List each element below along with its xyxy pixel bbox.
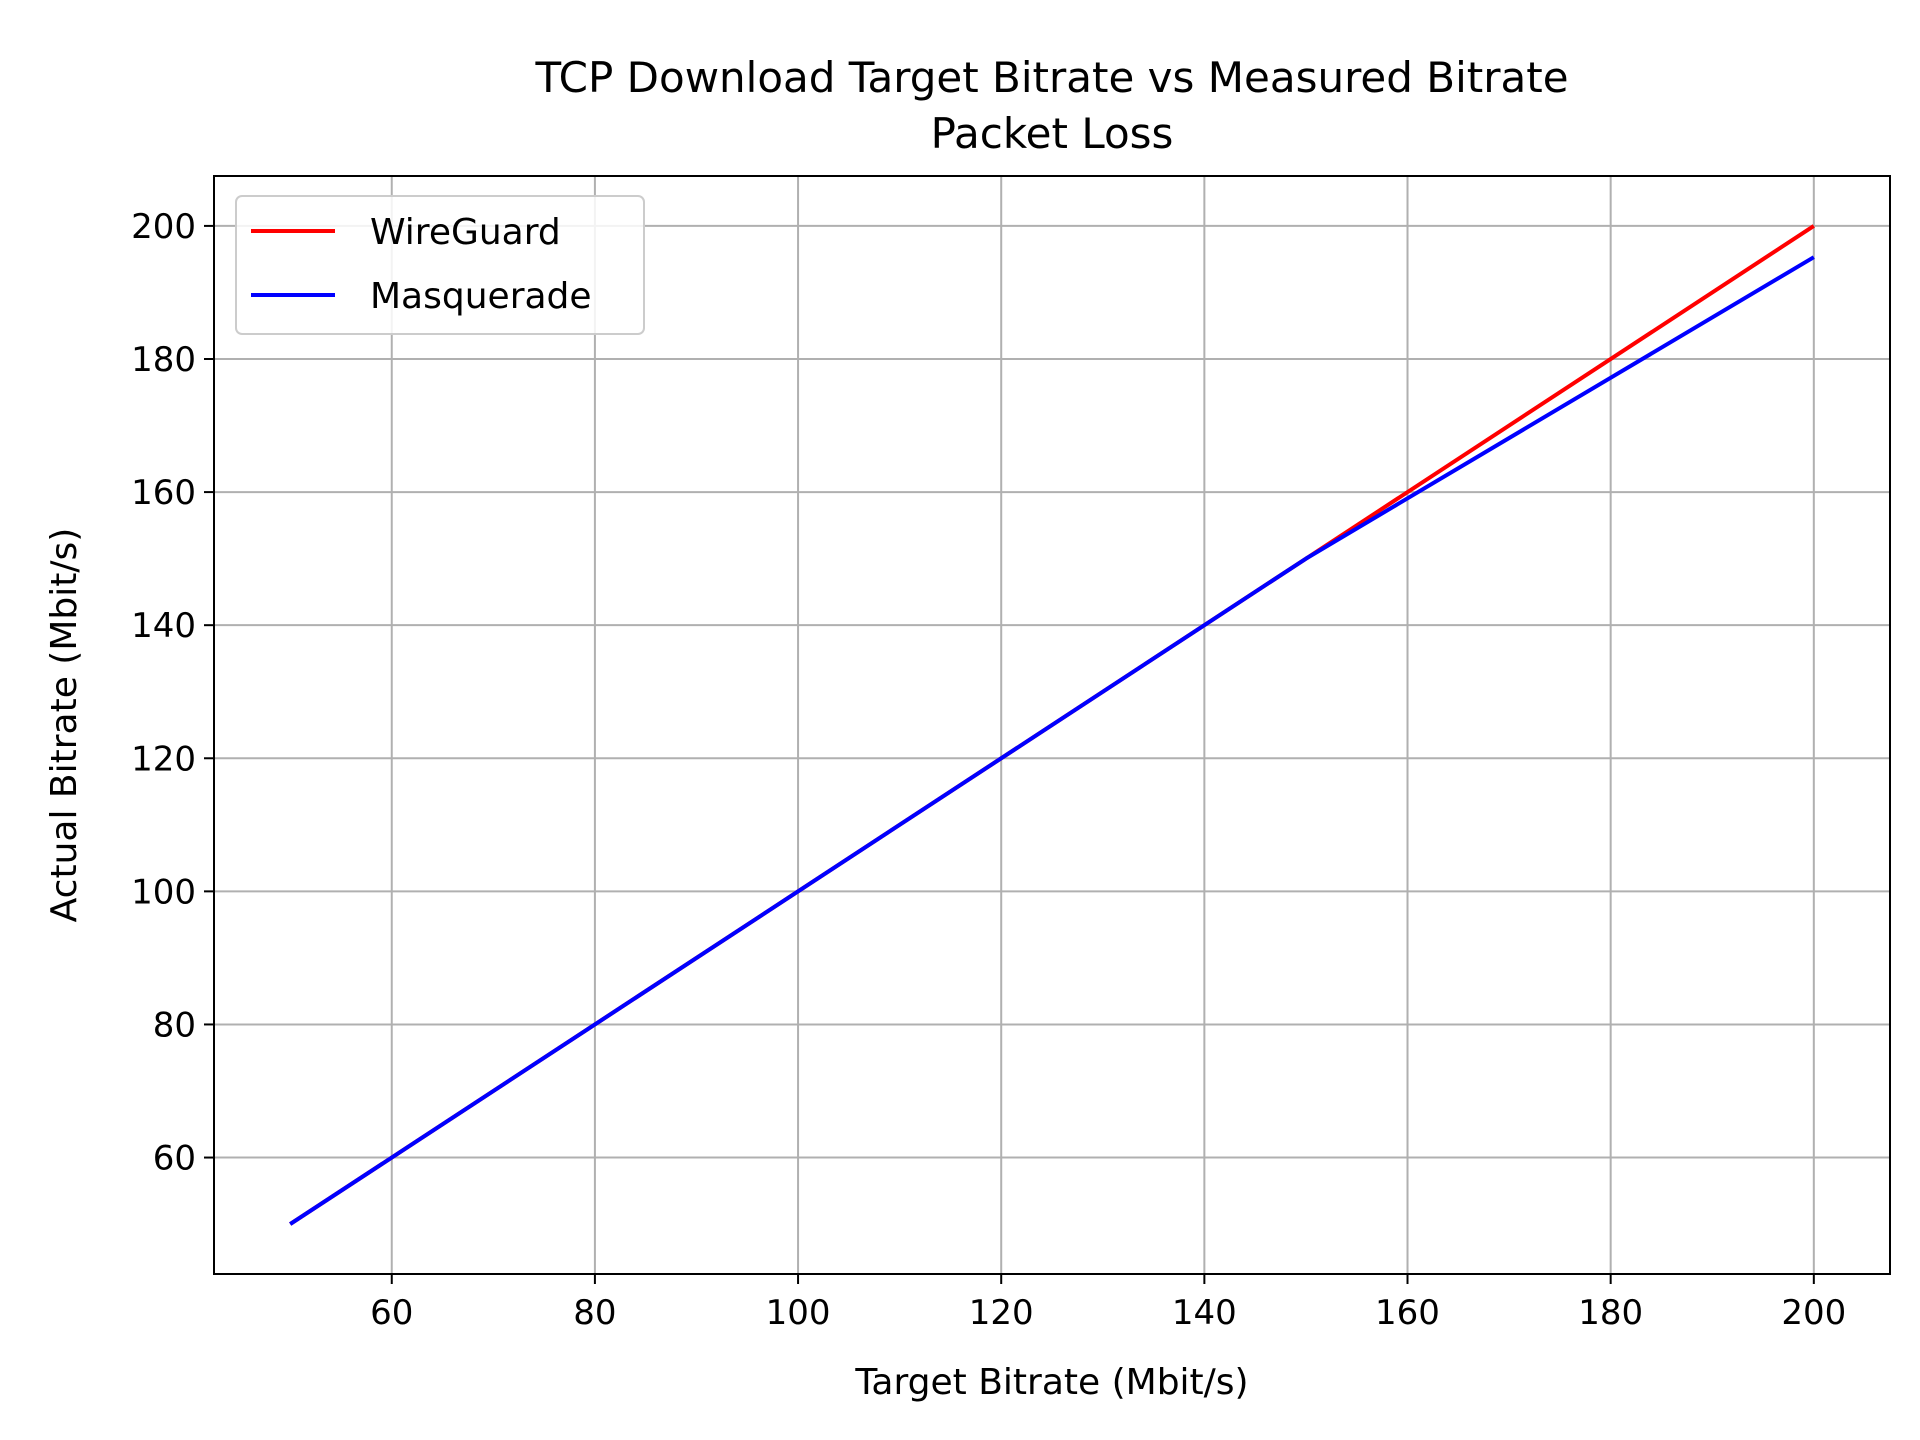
- chart-subtitle: Packet Loss: [931, 109, 1174, 158]
- y-tick-label: 200: [131, 207, 196, 247]
- y-tick-label: 60: [153, 1139, 196, 1179]
- chart-title: TCP Download Target Bitrate vs Measured …: [534, 53, 1568, 102]
- x-tick-label: 180: [1578, 1293, 1643, 1333]
- legend-label-masquerade: Masquerade: [370, 276, 592, 317]
- legend: WireGuard Masquerade: [235, 195, 645, 335]
- y-tick-label: 100: [131, 872, 196, 912]
- y-axis-label: Actual Bitrate (Mbit/s): [44, 528, 85, 923]
- legend-box: [235, 195, 645, 335]
- legend-label-wireguard: WireGuard: [370, 212, 561, 253]
- y-tick-label: 160: [131, 473, 196, 513]
- y-tick-label: 120: [131, 739, 196, 779]
- y-tick-label: 140: [131, 606, 196, 646]
- ticks: 60 80 100 120 140 160 180 200 60 80 100 120 140 160 18…: [131, 207, 1846, 1333]
- x-tick-label: 60: [370, 1293, 413, 1333]
- x-tick-label: 120: [969, 1293, 1034, 1333]
- x-tick-label: 140: [1172, 1293, 1237, 1333]
- x-tick-label: 200: [1781, 1293, 1846, 1333]
- plot-area-frame: [213, 175, 1891, 1275]
- x-tick-label: 160: [1375, 1293, 1440, 1333]
- grid: [214, 176, 1890, 1274]
- series-line-masquerade: [289, 255, 1815, 1226]
- series-lines: [289, 224, 1815, 1226]
- y-tick-label: 180: [131, 340, 196, 380]
- x-tick-label: 100: [766, 1293, 831, 1333]
- y-tick-label: 80: [153, 1005, 196, 1045]
- x-axis-label: Target Bitrate (Mbit/s): [854, 1362, 1248, 1403]
- x-tick-label: 80: [573, 1293, 616, 1333]
